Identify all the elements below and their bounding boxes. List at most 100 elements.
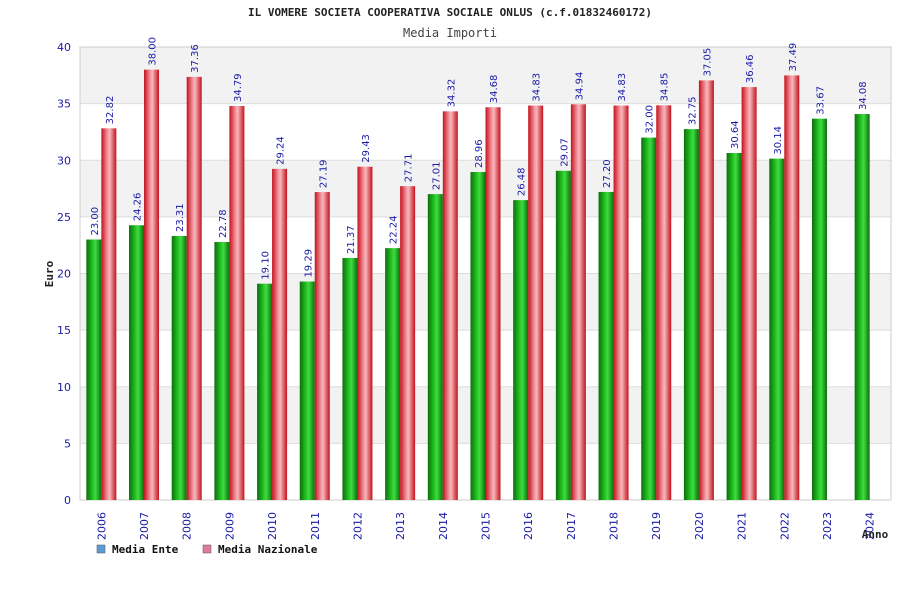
data-label: 34.83 (532, 73, 543, 102)
data-label: 27.01 (431, 161, 442, 190)
bar-media-nazionale (272, 168, 288, 500)
data-label: 24.26 (133, 193, 144, 222)
x-tick-label: 2024 (864, 512, 877, 540)
data-label: 22.78 (218, 209, 229, 238)
bar-media-nazionale (442, 111, 458, 501)
bar-media-nazionale (528, 105, 544, 501)
data-label: 37.49 (788, 43, 799, 72)
chart-title: IL VOMERE SOCIETA COOPERATIVA SOCIALE ON… (248, 6, 652, 19)
bar-media-nazionale (570, 104, 586, 500)
bar-media-nazionale (485, 107, 501, 501)
bar-media-ente (683, 129, 699, 500)
x-axis-ticks: 2006 2007 2008 2009 2010 2011 2012 2013 2014 2015… (95, 512, 876, 540)
data-label: 23.31 (175, 203, 186, 232)
data-label: 21.37 (346, 225, 357, 254)
data-label: 19.10 (261, 251, 272, 280)
bar-media-nazionale (741, 87, 757, 500)
bar-media-nazionale (400, 186, 416, 500)
data-label: 28.96 (474, 139, 485, 168)
bar-media-nazionale (101, 128, 117, 500)
bar-media-ente (598, 191, 614, 500)
data-label: 34.79 (233, 73, 244, 102)
bar-media-ente (726, 153, 742, 500)
x-tick-label: 2008 (181, 512, 194, 540)
data-label: 37.05 (702, 48, 713, 77)
y-tick-label: 10 (57, 381, 71, 394)
bar-media-ente (427, 194, 443, 500)
x-tick-label: 2023 (821, 512, 834, 540)
y-tick-label: 20 (57, 268, 71, 281)
y-tick-label: 25 (57, 211, 71, 224)
data-label: 29.07 (559, 138, 570, 167)
bar-media-ente (641, 137, 657, 500)
bar-media-ente (86, 239, 102, 500)
data-label: 36.46 (745, 54, 756, 83)
x-tick-label: 2020 (693, 512, 706, 540)
x-tick-label: 2013 (394, 512, 407, 540)
x-tick-label: 2022 (778, 512, 791, 540)
data-label: 30.64 (730, 120, 741, 149)
data-label: 19.29 (303, 249, 314, 278)
data-label: 34.08 (858, 81, 869, 110)
x-tick-label: 2012 (351, 512, 364, 540)
bar-media-nazionale (186, 76, 202, 500)
data-label: 32.82 (105, 96, 116, 125)
bar-media-ente (769, 158, 785, 501)
bar-media-ente (385, 248, 401, 500)
x-tick-label: 2011 (309, 512, 322, 540)
legend-swatch (96, 544, 106, 554)
bar-media-ente (129, 225, 145, 500)
bar-media-ente (854, 114, 870, 500)
x-tick-label: 2006 (95, 512, 108, 540)
data-label: 30.14 (773, 126, 784, 155)
x-tick-label: 2017 (565, 512, 578, 540)
bar-media-ente (299, 281, 315, 500)
data-label: 23.00 (90, 207, 101, 236)
legend-label: Media Ente (112, 543, 179, 556)
bar-media-ente (171, 236, 187, 500)
bar-media-ente (342, 257, 358, 500)
bar-media-ente (257, 283, 273, 500)
data-label: 34.85 (660, 73, 671, 102)
x-tick-label: 2021 (736, 512, 749, 540)
bar-media-nazionale (357, 166, 373, 500)
bar-media-ente (214, 242, 230, 501)
bar-media-nazionale (656, 105, 672, 500)
data-label: 22.24 (389, 215, 400, 244)
bar-media-nazionale (314, 192, 330, 501)
y-tick-label: 0 (64, 494, 71, 507)
x-tick-label: 2018 (608, 512, 621, 540)
data-label: 34.32 (446, 79, 457, 108)
data-label: 27.20 (602, 159, 613, 188)
bar-media-ente (811, 118, 827, 500)
bar-media-ente (470, 172, 486, 500)
legend-swatch (202, 544, 212, 554)
y-tick-label: 15 (57, 324, 71, 337)
legend-label: Media Nazionale (218, 543, 318, 556)
data-label: 32.75 (687, 96, 698, 125)
data-label: 34.83 (617, 73, 628, 102)
x-tick-label: 2007 (138, 512, 151, 540)
bars (86, 69, 870, 501)
bar-media-nazionale (698, 80, 714, 500)
x-axis-label: Anno (862, 528, 889, 541)
data-label: 34.94 (574, 72, 585, 101)
data-label: 29.43 (361, 134, 372, 163)
data-label: 37.36 (190, 44, 201, 73)
bar-media-ente (513, 200, 529, 500)
data-label: 26.48 (517, 167, 528, 196)
data-labels: 23.00 32.82 24.26 38.00 23.31 37.36 22.78 34.79… (90, 37, 869, 280)
x-tick-label: 2016 (522, 512, 535, 540)
x-tick-label: 2010 (266, 512, 279, 540)
y-axis-ticks: 0 5 10 15 20 25 30 35 40 (57, 41, 71, 507)
chart-subtitle: Media Importi (403, 26, 497, 40)
data-label: 34.68 (489, 75, 500, 104)
bar-media-nazionale (144, 69, 160, 501)
bar-media-nazionale (229, 106, 245, 501)
data-label: 33.67 (815, 86, 826, 115)
bar-media-ente (555, 170, 571, 500)
data-label: 27.71 (404, 154, 415, 183)
x-tick-label: 2019 (650, 512, 663, 540)
data-label: 38.00 (148, 37, 159, 66)
